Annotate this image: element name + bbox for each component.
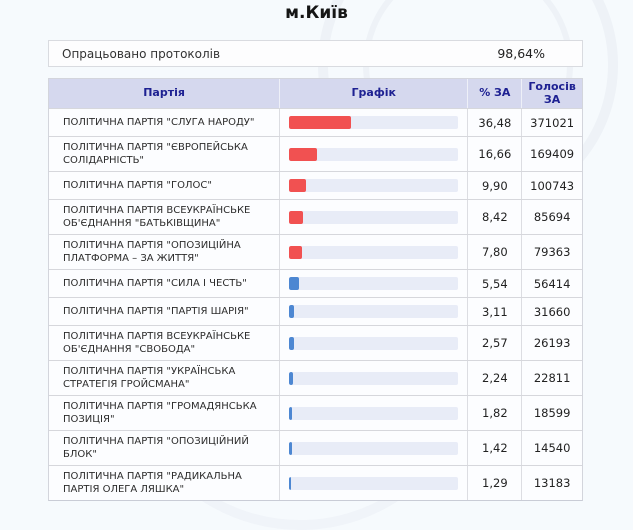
protocols-processed-panel: Опрацьовано протоколів 98,64% <box>48 40 583 67</box>
party-name: ПОЛІТИЧНА ПАРТІЯ "ОПОЗИЦІЙНИЙ БЛОК" <box>49 431 281 466</box>
percent-value: 9,90 <box>468 172 523 200</box>
votes-value: 14540 <box>533 441 571 456</box>
percent-value: 7,80 <box>468 235 523 270</box>
party-name: ПОЛІТИЧНА ПАРТІЯ "ПАРТІЯ ШАРІЯ" <box>49 298 281 326</box>
result-bar <box>289 210 304 224</box>
party-name: ПОЛІТИЧНА ПАРТІЯ "ЄВРОПЕЙСЬКА СОЛІДАРНІС… <box>49 137 281 172</box>
table-row: ПОЛІТИЧНА ПАРТІЯ "ПАРТІЯ ШАРІЯ" 3,11 316… <box>49 297 582 326</box>
result-bar <box>289 147 318 161</box>
table-row: ПОЛІТИЧНА ПАРТІЯ "ЄВРОПЕЙСЬКА СОЛІДАРНІС… <box>49 136 582 172</box>
column-header-votes: Голосів ЗА <box>528 80 576 106</box>
party-name: ПОЛІТИЧНА ПАРТІЯ "ГРОМАДЯНСЬКА ПОЗИЦІЯ" <box>49 396 281 431</box>
percent-value: 1,29 <box>468 466 523 501</box>
percent-value: 1,42 <box>468 431 523 466</box>
result-bar-cell <box>280 137 469 172</box>
party-name: ПОЛІТИЧНА ПАРТІЯ "СЛУГА НАРОДУ" <box>49 109 281 137</box>
result-bar <box>289 245 303 259</box>
results-table: Партія Графік % ЗА Голосів ЗА ПОЛІТИЧНА … <box>48 78 583 502</box>
table-row: ПОЛІТИЧНА ПАРТІЯ ВСЕУКРАЇНСЬКЕ ОБ'ЄДНАНН… <box>49 199 582 235</box>
result-bar-cell <box>280 466 469 501</box>
bar-track <box>289 371 459 385</box>
votes-value: 22811 <box>533 371 571 386</box>
result-bar <box>289 406 293 420</box>
result-bar-cell <box>280 361 469 396</box>
votes-value: 13183 <box>533 476 571 491</box>
column-header-graph: Графік <box>280 79 469 109</box>
bar-track <box>289 245 459 259</box>
result-bar-cell <box>280 396 469 431</box>
votes-value: 26193 <box>533 336 571 351</box>
result-bar <box>289 179 306 193</box>
percent-value: 2,57 <box>468 326 523 361</box>
votes-value: 56414 <box>533 276 571 291</box>
result-bar-cell <box>280 109 469 137</box>
bar-track <box>289 277 459 291</box>
percent-value: 3,11 <box>468 298 523 326</box>
table-header-row: Партія Графік % ЗА Голосів ЗА <box>49 79 582 109</box>
table-row: ПОЛІТИЧНА ПАРТІЯ "ГРОМАДЯНСЬКА ПОЗИЦІЯ" … <box>49 395 582 431</box>
bar-track <box>289 210 459 224</box>
percent-value: 36,48 <box>468 109 523 137</box>
result-bar <box>289 476 292 490</box>
percent-value: 1,82 <box>468 396 523 431</box>
result-bar-cell <box>280 431 469 466</box>
party-name: ПОЛІТИЧНА ПАРТІЯ "УКРАЇНСЬКА СТРАТЕГІЯ Г… <box>49 361 281 396</box>
percent-value: 5,54 <box>468 270 523 298</box>
result-bar-cell <box>280 235 469 270</box>
party-name: ПОЛІТИЧНА ПАРТІЯ "СИЛА І ЧЕСТЬ" <box>49 270 281 298</box>
result-bar <box>289 336 294 350</box>
column-header-percent: % ЗА <box>468 79 523 109</box>
table-row: ПОЛІТИЧНА ПАРТІЯ "УКРАЇНСЬКА СТРАТЕГІЯ Г… <box>49 360 582 396</box>
party-name: ПОЛІТИЧНА ПАРТІЯ "ОПОЗИЦІЙНА ПЛАТФОРМА –… <box>49 235 281 270</box>
percent-value: 2,24 <box>468 361 523 396</box>
bar-track <box>289 305 459 319</box>
table-row: ПОЛІТИЧНА ПАРТІЯ "ГОЛОС" 9,90 100743 <box>49 171 582 200</box>
votes-value: 85694 <box>533 210 571 225</box>
votes-value: 100743 <box>530 178 575 193</box>
bar-track <box>289 116 459 130</box>
result-bar-cell <box>280 298 469 326</box>
result-bar <box>289 116 351 130</box>
percent-value: 16,66 <box>468 137 523 172</box>
bar-track <box>289 336 459 350</box>
page-title: м.Київ <box>285 3 348 23</box>
party-name: ПОЛІТИЧНА ПАРТІЯ "ГОЛОС" <box>49 172 281 200</box>
votes-value: 18599 <box>533 406 571 421</box>
result-bar-cell <box>280 326 469 361</box>
table-body: ПОЛІТИЧНА ПАРТІЯ "СЛУГА НАРОДУ" 36,48 37… <box>49 108 582 501</box>
result-bar <box>289 305 295 319</box>
votes-value: 31660 <box>533 304 571 319</box>
party-name: ПОЛІТИЧНА ПАРТІЯ "РАДИКАЛЬНА ПАРТІЯ ОЛЕГ… <box>49 466 281 501</box>
table-row: ПОЛІТИЧНА ПАРТІЯ "ОПОЗИЦІЙНА ПЛАТФОРМА –… <box>49 234 582 270</box>
votes-value: 169409 <box>530 147 575 162</box>
result-bar-cell <box>280 200 469 235</box>
bar-track <box>289 476 459 490</box>
party-name: ПОЛІТИЧНА ПАРТІЯ ВСЕУКРАЇНСЬКЕ ОБ'ЄДНАНН… <box>49 326 281 361</box>
votes-value: 371021 <box>530 115 575 130</box>
result-bar-cell <box>280 172 469 200</box>
result-bar <box>289 277 299 291</box>
table-row: ПОЛІТИЧНА ПАРТІЯ "РАДИКАЛЬНА ПАРТІЯ ОЛЕГ… <box>49 465 582 501</box>
percent-value: 8,42 <box>468 200 523 235</box>
result-bar <box>289 441 292 455</box>
protocols-processed-value: 98,64% <box>497 46 545 61</box>
table-row: ПОЛІТИЧНА ПАРТІЯ "ОПОЗИЦІЙНИЙ БЛОК" 1,42… <box>49 430 582 466</box>
protocols-processed-label: Опрацьовано протоколів <box>62 46 221 61</box>
bar-track <box>289 441 459 455</box>
bar-track <box>289 147 459 161</box>
result-bar-cell <box>280 270 469 298</box>
votes-value: 79363 <box>533 245 571 260</box>
bar-track <box>289 406 459 420</box>
column-header-party: Партія <box>49 79 281 109</box>
party-name: ПОЛІТИЧНА ПАРТІЯ ВСЕУКРАЇНСЬКЕ ОБ'ЄДНАНН… <box>49 200 281 235</box>
table-row: ПОЛІТИЧНА ПАРТІЯ "СЛУГА НАРОДУ" 36,48 37… <box>49 108 582 137</box>
table-row: ПОЛІТИЧНА ПАРТІЯ "СИЛА І ЧЕСТЬ" 5,54 564… <box>49 269 582 298</box>
result-bar <box>289 371 293 385</box>
bar-track <box>289 179 459 193</box>
table-row: ПОЛІТИЧНА ПАРТІЯ ВСЕУКРАЇНСЬКЕ ОБ'ЄДНАНН… <box>49 325 582 361</box>
